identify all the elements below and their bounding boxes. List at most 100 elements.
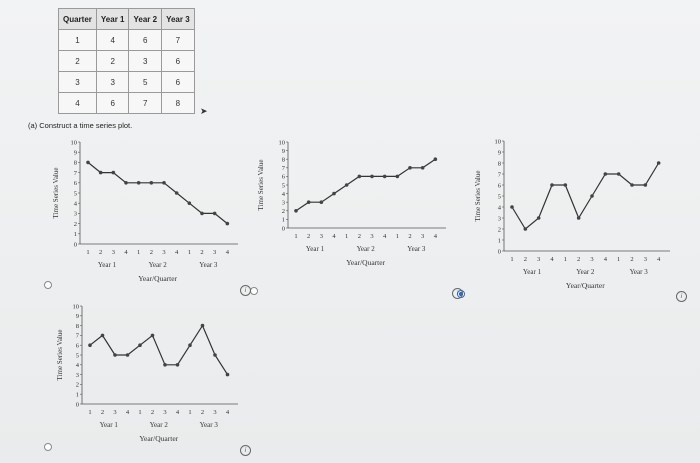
y-tick-label: 9 (74, 150, 77, 157)
data-point (319, 200, 324, 204)
y-tick-label: 9 (282, 148, 285, 155)
year-label: Year 3 (200, 421, 219, 429)
data-point (603, 172, 608, 176)
y-tick-label: 8 (76, 323, 79, 330)
data-point (225, 372, 230, 377)
data-point (536, 216, 541, 220)
x-tick-label: 3 (320, 233, 323, 240)
x-tick-label: 3 (213, 409, 216, 416)
x-axis-title: Year/Quarter (138, 274, 177, 283)
time-series-plot-option-c: 0 1 2 3 4 5 6 7 8 9 10 1 2 3 4 1 2 3 4 1 2 3 4 Year 1 Year 2 Year… (474, 138, 670, 290)
data-point (212, 211, 217, 216)
data-point (111, 170, 116, 175)
x-tick-label: 2 (150, 249, 153, 256)
y-tick-label: 10 (495, 138, 502, 145)
info-icon-option-a[interactable]: i (240, 285, 251, 296)
x-tick-label: 4 (434, 233, 438, 240)
x-tick-label: 3 (213, 249, 216, 256)
y-axis-title: Time Series Value (257, 160, 265, 211)
x-tick-label: 2 (524, 256, 527, 263)
x-tick-label: 2 (408, 233, 411, 240)
data-point (408, 166, 412, 170)
y-tick-label: 1 (76, 392, 79, 399)
info-icon-option-c[interactable]: i (676, 291, 687, 302)
y-tick-label: 0 (74, 241, 77, 248)
data-point (590, 194, 594, 198)
y-tick-label: 2 (76, 382, 79, 389)
x-tick-label: 1 (510, 256, 513, 263)
radio-option-d[interactable] (44, 443, 52, 451)
data-point (550, 183, 554, 187)
x-tick-label: 4 (332, 233, 336, 240)
data-point (200, 323, 205, 328)
data-point (174, 191, 179, 195)
x-tick-label: 3 (112, 249, 115, 256)
data-point (187, 201, 192, 205)
x-tick-label: 2 (358, 233, 361, 240)
y-tick-label: 6 (498, 182, 502, 189)
radio-option-a[interactable] (44, 281, 52, 289)
y-tick-label: 6 (76, 343, 80, 350)
year-label: Year 1 (306, 245, 325, 253)
x-tick-label: 1 (137, 249, 140, 256)
y-tick-label: 3 (498, 215, 501, 222)
x-axis-title: Year/Quarter (346, 258, 385, 267)
y-tick-label: 5 (74, 190, 77, 197)
year-label: Year 2 (576, 268, 595, 276)
x-tick-label: 4 (657, 256, 661, 263)
y-axis-title: Time Series Value (56, 330, 64, 381)
year-label: Year 1 (100, 421, 119, 429)
info-icon-option-b[interactable]: i (452, 288, 463, 299)
data-point (125, 353, 130, 357)
x-tick-label: 4 (226, 409, 230, 416)
y-tick-label: 3 (74, 211, 77, 218)
x-axis-title: Year/Quarter (139, 434, 178, 443)
x-tick-label: 3 (113, 409, 116, 416)
y-tick-label: 1 (498, 237, 501, 244)
data-point (163, 363, 167, 367)
data-point (643, 183, 648, 187)
x-tick-label: 1 (396, 233, 399, 240)
data-point (357, 174, 362, 179)
radio-option-b[interactable] (250, 287, 258, 295)
x-tick-label: 1 (188, 409, 191, 416)
data-point (433, 157, 438, 161)
table-cell: 7 (128, 92, 163, 114)
y-tick-label: 0 (76, 401, 79, 408)
data-point (306, 200, 311, 204)
info-icon-option-d[interactable]: i (240, 445, 251, 456)
x-tick-label: 4 (604, 256, 608, 263)
x-tick-label: 4 (383, 233, 387, 240)
y-tick-label: 4 (282, 191, 286, 198)
data-point (332, 191, 336, 196)
data-point (124, 181, 128, 185)
data-point (616, 172, 621, 176)
y-tick-label: 2 (498, 226, 501, 233)
y-tick-label: 4 (74, 201, 78, 208)
y-tick-label: 4 (76, 362, 80, 369)
y-tick-label: 3 (76, 372, 79, 379)
data-point (100, 333, 105, 338)
table-cell: 2 (58, 50, 97, 72)
y-tick-label: 7 (498, 171, 502, 178)
data-table: Quarter Year 1 Year 2 Year 3 1 4 6 7 2 2… (58, 8, 195, 114)
data-point (563, 183, 568, 187)
data-point (213, 353, 217, 357)
x-tick-label: 3 (590, 256, 593, 263)
year-label: Year 3 (199, 261, 218, 269)
x-tick-label: 4 (226, 249, 230, 256)
table-cell: 5 (128, 71, 163, 93)
data-point (175, 363, 180, 367)
table-cell: 2 (95, 50, 130, 72)
x-tick-label: 2 (630, 256, 633, 263)
header-year-2: Year 2 (128, 8, 163, 30)
x-tick-label: 4 (550, 256, 554, 263)
data-point (188, 343, 192, 347)
data-point (656, 161, 661, 165)
x-tick-label: 4 (175, 249, 179, 256)
data-point (382, 174, 387, 179)
x-tick-label: 2 (307, 233, 310, 240)
x-tick-label: 2 (99, 249, 102, 256)
y-tick-label: 7 (74, 170, 78, 177)
data-point (395, 174, 400, 179)
